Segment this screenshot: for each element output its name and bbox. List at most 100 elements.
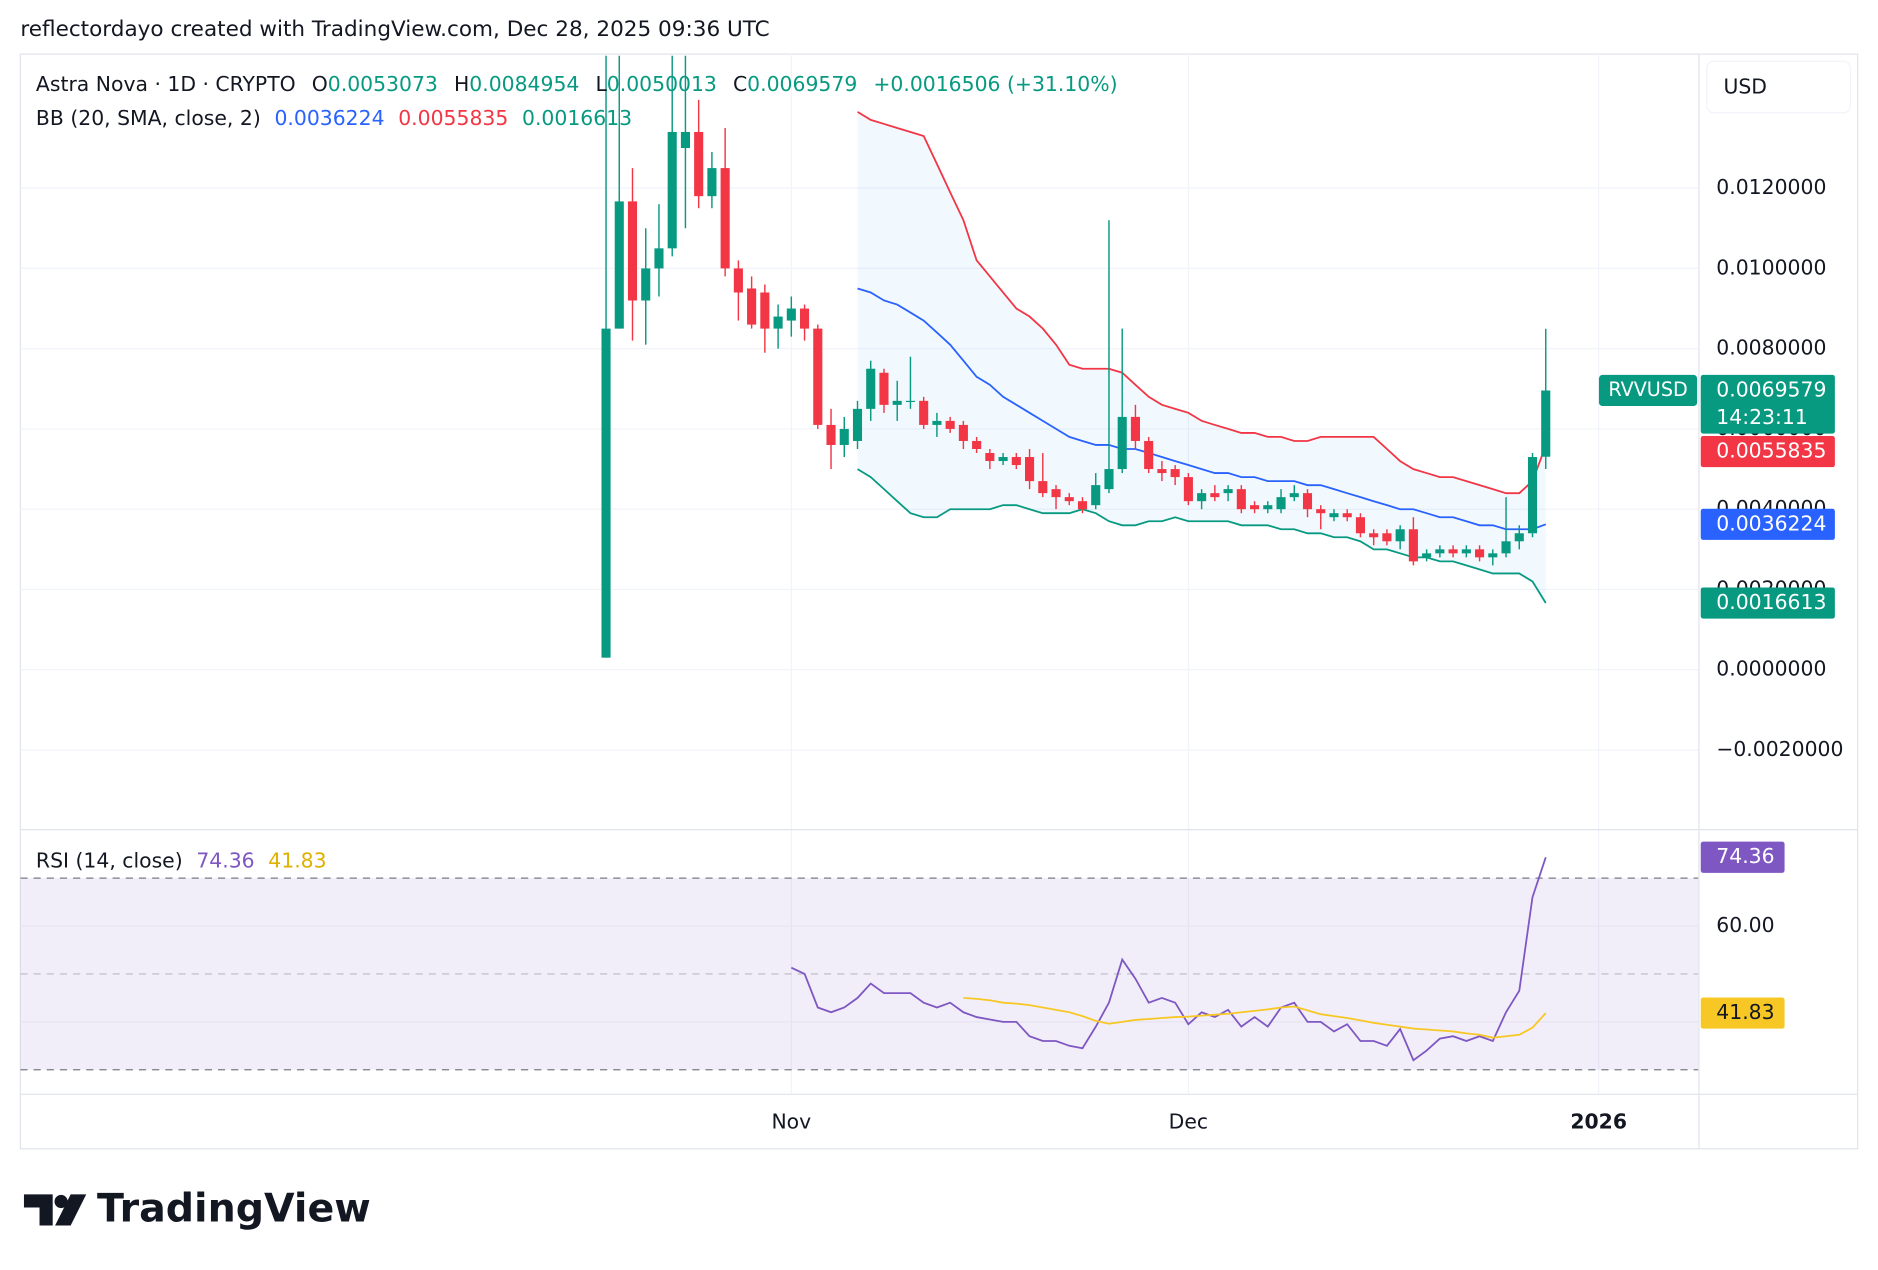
candle-body: [892, 400, 902, 405]
bb-price-badge: [1700, 436, 1835, 468]
candle-body: [654, 248, 664, 269]
candle-body: [1144, 440, 1154, 470]
candle-body: [839, 428, 849, 445]
bb-price: 0.0016613: [1716, 590, 1826, 614]
candle-body: [1210, 493, 1220, 498]
candles: [601, 55, 1551, 658]
ohlc-value: 0.0084954: [469, 72, 579, 96]
bb-line: [857, 468, 1547, 604]
bb-price-badge: [1700, 508, 1835, 540]
candle-body: [1527, 457, 1538, 534]
ohlc-letter: L: [595, 72, 607, 96]
brand-name: TradingView: [97, 1186, 371, 1232]
candle-body: [866, 368, 876, 409]
grid: [20, 54, 1699, 1094]
brand-logo: TradingView: [23, 1186, 371, 1232]
rsi-value: 41.83: [1716, 1000, 1774, 1024]
candle-body: [1316, 509, 1326, 514]
candle-body: [985, 453, 995, 462]
rsi-pane: [20, 857, 1699, 1071]
bb-price: 0.0036224: [1716, 511, 1826, 535]
candle-body: [1382, 533, 1392, 542]
rsi-value-badge: [1700, 841, 1785, 873]
symbol-title: Astra Nova · 1D · CRYPTO: [36, 72, 296, 96]
candle-body: [1223, 489, 1233, 494]
symbol-badge-bg: [1598, 374, 1698, 407]
last-price-badge: [1700, 374, 1835, 434]
candle-body: [760, 292, 770, 329]
candle-body: [1329, 513, 1339, 518]
candle-body: [1514, 533, 1524, 542]
candle-body: [1104, 469, 1114, 490]
candle-body: [614, 201, 624, 329]
candle-body: [1541, 390, 1551, 457]
candle-body: [826, 424, 836, 445]
rsi-value: 41.83: [268, 848, 326, 872]
y-tick-label: 0.0100000: [1716, 255, 1826, 279]
candle-body: [1250, 505, 1260, 510]
candle-body: [1289, 493, 1299, 498]
candle-body: [1011, 457, 1021, 466]
candle-body: [998, 457, 1008, 462]
candle-body: [601, 328, 611, 658]
candle-body: [1183, 477, 1193, 502]
candle-body: [1302, 493, 1313, 510]
candle-body: [879, 372, 889, 405]
candle-body: [972, 440, 982, 449]
y-tick-label: −0.0020000: [1716, 737, 1843, 761]
ohlc-letter: C: [733, 72, 747, 96]
candle-body: [813, 328, 823, 425]
candle-body: [958, 424, 968, 441]
candle-body: [773, 316, 783, 329]
currency-button[interactable]: [1706, 60, 1852, 114]
y-tick-label: 0.0000000: [1716, 657, 1826, 681]
candle-body: [1236, 489, 1246, 510]
candle-body: [800, 308, 810, 329]
logo-shape: [54, 1194, 68, 1209]
candle-body: [667, 131, 677, 249]
candle-body: [720, 168, 730, 269]
rsi-tick-label: 60.00: [1716, 913, 1774, 937]
candle-body: [1157, 469, 1167, 474]
candle-body: [1197, 493, 1207, 502]
rsi-value-badge: [1700, 997, 1785, 1029]
candle-body: [919, 400, 929, 425]
ohlc-value: 0.0050013: [607, 72, 717, 96]
symbol-badge: RVVUSD: [1608, 378, 1687, 401]
rsi-line: [790, 857, 1547, 1062]
change: +0.0016506 (+31.10%): [873, 72, 1117, 96]
candle-body: [1077, 501, 1088, 510]
candle-body: [1501, 541, 1511, 554]
candle-body: [680, 131, 690, 149]
y-tick-label: 0.0120000: [1716, 175, 1826, 199]
x-tick-label: Dec: [1169, 1109, 1208, 1133]
candle-body: [1355, 517, 1365, 534]
candle-body: [707, 168, 717, 197]
candle-body: [1475, 549, 1485, 558]
candle-body: [1448, 549, 1458, 554]
rsi-line: [963, 997, 1547, 1039]
candle-body: [1091, 485, 1101, 506]
legend-rsi: RSI (14, close) 74.36 41.83: [36, 848, 327, 872]
candle-body: [932, 420, 942, 425]
ohlc-letter: O: [312, 72, 328, 96]
candle-body: [1051, 489, 1061, 498]
bb-line: [857, 111, 1547, 495]
bb-line: [857, 287, 1547, 531]
legend-bb: BB (20, SMA, close, 2) 0.0036224 0.00558…: [36, 106, 632, 130]
price-badges: RVVUSD 0.0069579 14:23:11 0.0055835 0.003622…: [1598, 374, 1835, 1029]
candle-body: [747, 288, 757, 325]
candle-body: [1276, 497, 1286, 510]
bb-value: 0.0055835: [398, 106, 508, 130]
logo-shape: [55, 1194, 87, 1226]
candle-body: [1170, 469, 1180, 478]
currency[interactable]: USD: [1723, 75, 1767, 99]
legend-main: Astra Nova · 1D · CRYPTO O0.0053073 H0.0…: [36, 72, 1118, 96]
candle-body: [1117, 416, 1127, 470]
candle-body: [641, 268, 651, 301]
bb-price: 0.0055835: [1716, 439, 1826, 463]
candle-body: [852, 408, 863, 441]
candle-body: [1395, 529, 1405, 542]
bb-label: BB (20, SMA, close, 2): [36, 106, 261, 130]
